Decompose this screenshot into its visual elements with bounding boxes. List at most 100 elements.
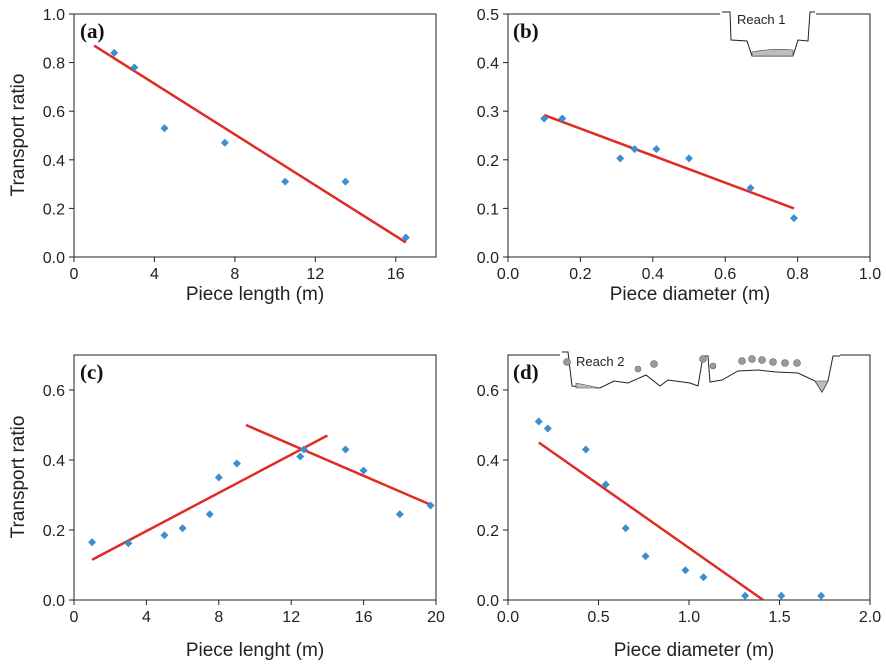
x-tick-label: 4	[150, 266, 159, 283]
data-point	[426, 501, 435, 510]
x-tick-label: 0.6	[714, 266, 736, 283]
inset-label: Reach 1	[737, 12, 785, 27]
data-point	[205, 510, 214, 519]
data-point	[359, 466, 368, 475]
data-point	[741, 591, 750, 600]
panel-b: Reach 1 (b) 0.0 0.2 0.4 0.6 0.8 1.0 0.0 0.1 0.2…	[477, 7, 881, 305]
data-point	[652, 145, 661, 154]
data-point	[630, 145, 639, 154]
y-ticks: 0.0 0.2 0.4 0.6	[43, 383, 74, 610]
fit-line	[245, 423, 433, 507]
x-tick-label: 0.0	[497, 266, 519, 283]
y-tick-label: 0.0	[477, 593, 499, 610]
x-ticks: 0 4 8 12 16 20	[70, 600, 445, 626]
data-point	[581, 445, 590, 454]
data-point	[341, 177, 350, 186]
data-point	[681, 566, 690, 575]
x-tick-label: 20	[427, 609, 445, 626]
data-point	[817, 591, 826, 600]
data-point	[616, 154, 625, 163]
y-tick-label: 0.2	[477, 153, 499, 170]
data-point	[621, 524, 630, 533]
x-tick-label: 0.8	[786, 266, 808, 283]
x-ticks: 0.0 0.5 1.0 1.5 2.0	[497, 600, 881, 626]
x-tick-label: 0.2	[569, 266, 591, 283]
y-ticks: 0.0 0.1 0.2 0.3 0.4 0.5	[477, 7, 508, 267]
data-point	[130, 63, 139, 72]
panel-label: (b)	[513, 19, 539, 43]
y-tick-label: 0.3	[477, 104, 499, 121]
data-point	[232, 459, 241, 468]
data-marks	[534, 417, 826, 602]
x-tick-label: 16	[387, 266, 405, 283]
panel-label: (a)	[80, 19, 105, 43]
data-point	[789, 214, 798, 223]
fit-line	[93, 44, 407, 244]
data-point	[281, 177, 290, 186]
tree-icon	[563, 355, 801, 373]
panel-label: (c)	[80, 360, 103, 384]
data-point	[160, 531, 169, 540]
x-tick-label: 1.0	[678, 609, 700, 626]
x-tick-label: 1.5	[768, 609, 790, 626]
y-tick-label: 0.0	[43, 250, 65, 267]
y-ticks: 0.0 0.2 0.4 0.6 0.8 1.0	[43, 7, 74, 267]
y-tick-label: 1.0	[43, 7, 65, 24]
data-point	[395, 510, 404, 519]
x-tick-label: 4	[142, 609, 151, 626]
plot-frame	[507, 354, 871, 601]
x-tick-label: 12	[282, 609, 300, 626]
panel-label: (d)	[513, 360, 539, 384]
x-tick-label: 0.5	[587, 609, 609, 626]
panel-d: Reach 2 (d) 0.0 0.5 1.0 1.5 2.0 0.0 0.2 0.4 0.6…	[477, 349, 881, 661]
inset-mask	[560, 349, 840, 359]
fit-line	[538, 441, 764, 602]
plot-frame	[73, 13, 437, 258]
data-point	[110, 48, 119, 57]
plot-frame	[507, 13, 871, 258]
y-tick-label: 0.4	[477, 453, 499, 470]
y-tick-label: 0.6	[477, 383, 499, 400]
data-point	[124, 539, 133, 548]
data-point	[746, 183, 755, 192]
x-tick-label: 0.0	[497, 609, 519, 626]
data-point	[685, 154, 693, 163]
data-point	[401, 233, 410, 242]
x-tick-label: 1.0	[859, 266, 881, 283]
data-point	[214, 473, 223, 482]
x-tick-label: 0	[70, 266, 79, 283]
fit-line	[91, 434, 328, 561]
y-tick-label: 0.2	[43, 201, 65, 218]
plot-frame	[73, 354, 437, 601]
y-tick-label: 0.2	[43, 523, 65, 540]
x-tick-label: 0.4	[642, 266, 664, 283]
x-ticks: 0 4 8 12 16	[70, 257, 405, 283]
data-point	[296, 452, 305, 461]
x-axis-label: Piece length (m)	[186, 284, 324, 305]
x-tick-label: 8	[214, 609, 223, 626]
data-point	[558, 114, 567, 123]
x-tick-label: 16	[355, 609, 373, 626]
data-marks	[93, 44, 410, 244]
y-tick-label: 0.2	[477, 523, 499, 540]
x-tick-label: 12	[306, 266, 324, 283]
y-tick-label: 0.5	[477, 7, 499, 24]
panel-c: (c) 0 4 8 12 16 20 0.0 0.2 0.4 0.6 Piece lenght …	[8, 354, 445, 661]
x-tick-label: 2.0	[859, 609, 881, 626]
data-point	[534, 417, 543, 426]
data-point	[88, 538, 97, 547]
reach-1-inset: Reach 1	[722, 11, 815, 57]
x-axis-label: Piece lenght (m)	[186, 640, 324, 661]
inset-label: Reach 2	[576, 354, 624, 369]
data-point	[601, 480, 610, 489]
y-tick-label: 0.1	[477, 201, 499, 218]
data-point	[699, 573, 708, 582]
x-tick-label: 8	[230, 266, 239, 283]
y-ticks: 0.0 0.2 0.4 0.6	[477, 383, 508, 610]
data-point	[220, 138, 229, 147]
data-point	[299, 445, 308, 454]
data-marks	[540, 113, 798, 223]
data-point	[540, 114, 549, 123]
y-axis-label: Transport ratio	[8, 74, 29, 197]
